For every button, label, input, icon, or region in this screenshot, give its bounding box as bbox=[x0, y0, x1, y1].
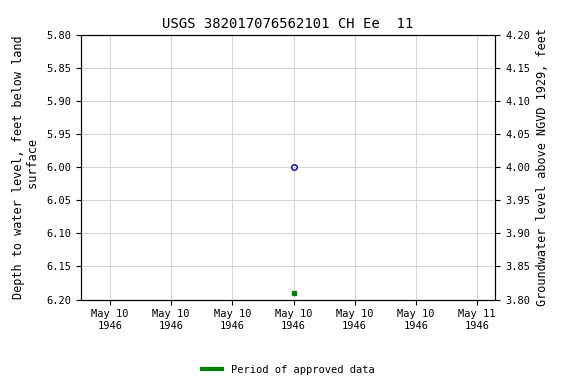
Y-axis label: Depth to water level, feet below land
 surface: Depth to water level, feet below land su… bbox=[12, 35, 40, 299]
Legend: Period of approved data: Period of approved data bbox=[198, 361, 378, 379]
Y-axis label: Groundwater level above NGVD 1929, feet: Groundwater level above NGVD 1929, feet bbox=[536, 28, 548, 306]
Title: USGS 382017076562101 CH Ee  11: USGS 382017076562101 CH Ee 11 bbox=[162, 17, 414, 31]
